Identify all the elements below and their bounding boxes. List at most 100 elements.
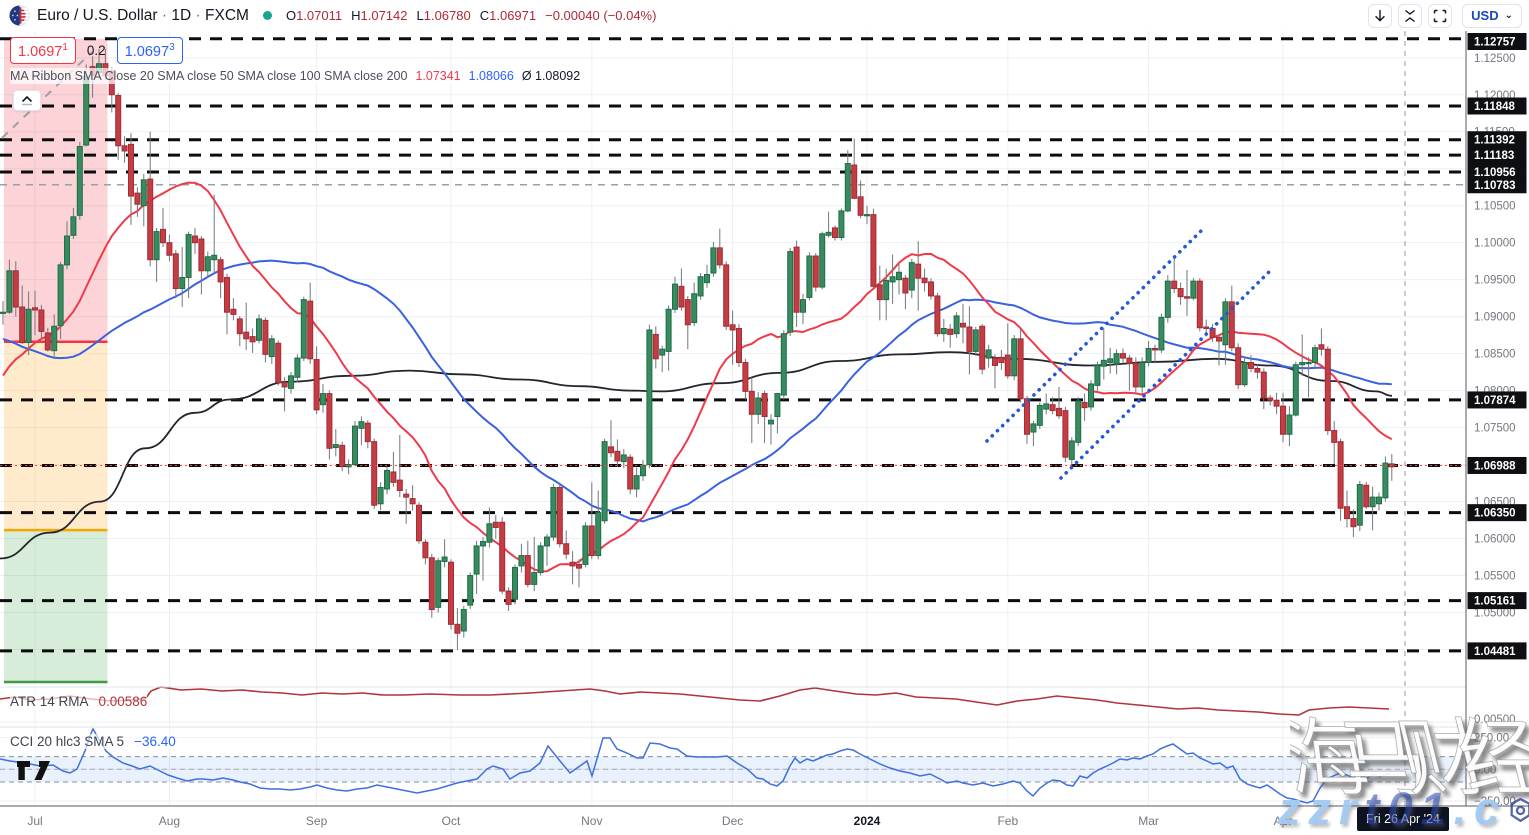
candle-body[interactable] [262,319,269,355]
candle-body[interactable] [998,356,1005,364]
candle-body[interactable] [876,284,883,301]
sma-long-line[interactable] [0,351,1393,560]
candle-body[interactable] [1190,280,1197,299]
candle-body[interactable] [492,521,499,528]
candle-body[interactable] [1100,359,1107,367]
candle-body[interactable] [652,333,659,360]
candle-body[interactable] [281,381,288,388]
candle-body[interactable] [582,525,589,565]
candle-body[interactable] [422,541,429,559]
candle-body[interactable] [857,196,864,216]
candle-body[interactable] [396,479,403,491]
candle-body[interactable] [499,521,506,592]
time-axis-label[interactable]: Apr [1274,814,1293,828]
candle-body[interactable] [774,393,781,418]
candle-body[interactable] [659,348,666,356]
candle-body[interactable] [224,276,230,313]
candle-body[interactable] [1088,383,1094,408]
candle-body[interactable] [505,590,512,605]
candle-body[interactable] [844,163,851,212]
candle-body[interactable] [1036,404,1043,426]
candle-body[interactable] [0,311,6,314]
candle-body[interactable] [684,299,691,326]
candle-body[interactable] [1062,410,1069,458]
candle-body[interactable] [665,308,672,352]
candle-body[interactable] [198,238,205,272]
candle-body[interactable] [992,357,998,366]
candle-body[interactable] [332,444,339,449]
candle-body[interactable] [736,327,742,364]
candle-body[interactable] [25,308,32,344]
candle-body[interactable] [723,264,730,327]
candle-body[interactable] [1011,338,1018,377]
candle-body[interactable] [646,329,653,466]
exchange-label[interactable]: FXCM [205,6,249,24]
atr-line[interactable] [0,686,1390,716]
candle-body[interactable] [1228,301,1235,349]
candle-body[interactable] [1120,353,1126,359]
candle-body[interactable] [230,308,237,315]
candle-body[interactable] [320,393,326,406]
candle-body[interactable] [864,214,870,217]
candle-body[interactable] [12,270,19,308]
candle-body[interactable] [1056,407,1062,417]
candle-body[interactable] [6,270,13,313]
candle-body[interactable] [256,318,262,341]
candle-body[interactable] [633,475,640,490]
candle-body[interactable] [1107,358,1114,364]
candle-body[interactable] [294,357,301,378]
candle-body[interactable] [518,555,525,567]
candle-body[interactable] [70,216,77,236]
candle-body[interactable] [435,560,442,608]
candle-body[interactable] [1177,288,1184,298]
candle-body[interactable] [1260,371,1267,399]
candle-body[interactable] [1299,362,1306,366]
candle-body[interactable] [288,375,294,389]
candle-body[interactable] [249,336,256,343]
candle-body[interactable] [953,315,960,335]
candle-body[interactable] [1203,326,1210,329]
red-zone[interactable] [4,38,108,342]
candle-body[interactable] [1139,362,1146,388]
candle-body[interactable] [275,342,282,383]
candle-body[interactable] [352,425,358,466]
candle-body[interactable] [1382,462,1389,499]
candle-body[interactable] [172,253,179,290]
symbol-pair-icon[interactable] [9,5,30,26]
candle-body[interactable] [1024,398,1030,435]
candle-body[interactable] [768,419,774,425]
candle-body[interactable] [940,327,947,335]
candle-body[interactable] [672,283,678,310]
candle-body[interactable] [1356,484,1363,526]
candle-body[interactable] [409,498,416,505]
candle-body[interactable] [57,264,64,327]
candle-body[interactable] [716,247,723,266]
candle-body[interactable] [1292,364,1299,416]
candle-body[interactable] [601,441,608,522]
candle-body[interactable] [985,349,992,359]
candle-body[interactable] [147,178,154,261]
candle-body[interactable] [640,464,646,477]
candle-body[interactable] [1081,401,1088,409]
candle-body[interactable] [38,309,45,332]
candle-body[interactable] [115,94,122,147]
candle-body[interactable] [851,164,858,199]
candle-body[interactable] [185,234,192,278]
candle-body[interactable] [1305,362,1312,365]
candle-body[interactable] [1158,316,1165,351]
candle-body[interactable] [947,328,954,335]
candle-body[interactable] [339,444,346,467]
candle-body[interactable] [537,545,544,574]
candle-body[interactable] [838,210,845,239]
time-axis-label[interactable]: 2024 [854,814,881,828]
candle-body[interactable] [697,276,704,297]
candle-body[interactable] [384,469,390,490]
candle-body[interactable] [473,545,480,575]
candle-body[interactable] [819,233,826,288]
candle-body[interactable] [1280,405,1286,435]
maximize-pane-button[interactable] [1428,3,1453,28]
candle-body[interactable] [1171,280,1178,290]
candle-body[interactable] [742,362,749,392]
legend-collapse-button[interactable] [13,90,41,111]
candle-body[interactable] [403,493,410,498]
